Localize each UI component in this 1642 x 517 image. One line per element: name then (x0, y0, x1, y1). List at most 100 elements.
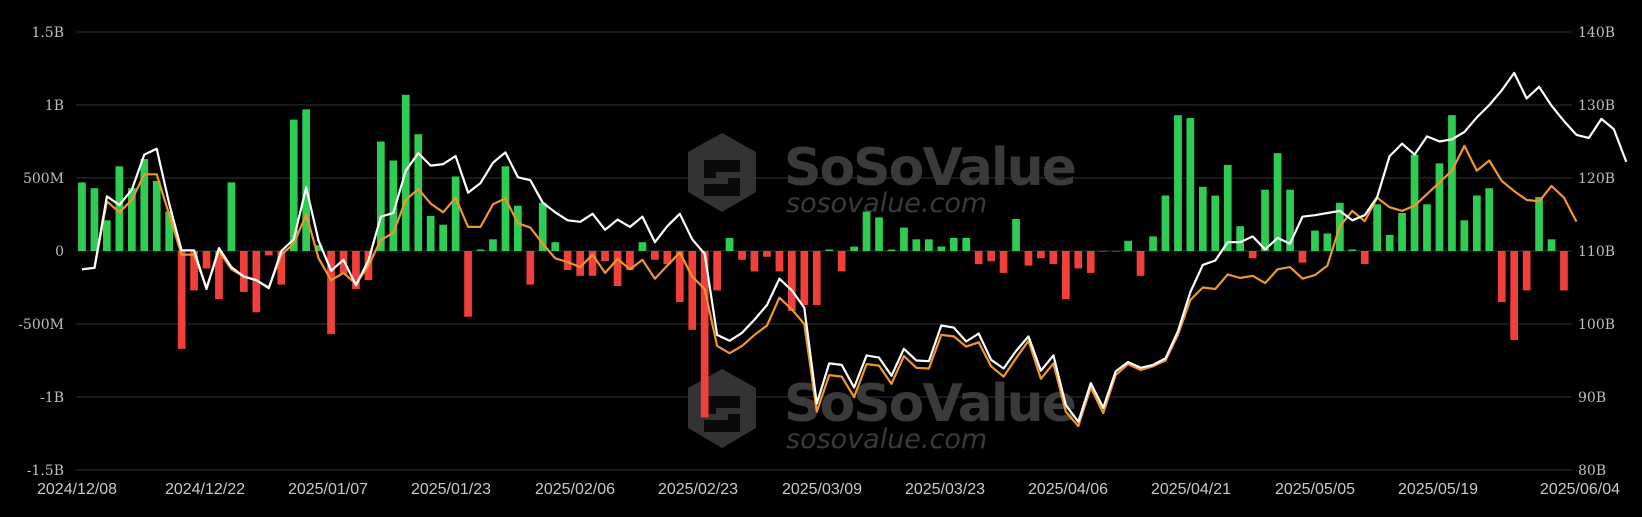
outflow-bar (1248, 251, 1257, 259)
inflow-bar (1236, 226, 1244, 251)
outflow-bar (663, 251, 672, 265)
outflow-bar (177, 251, 186, 349)
outflow-bar (750, 251, 759, 272)
x-tick: 2025/02/06 (535, 481, 615, 498)
inflow-bar (887, 249, 896, 251)
inflow-bar (1186, 118, 1195, 251)
inflow-bar (1012, 218, 1020, 251)
inflow-bar (115, 166, 124, 251)
outflow-bar (1086, 251, 1095, 273)
inflow-bar (489, 239, 497, 251)
inflow-bar (152, 180, 161, 251)
inflow-bar (1124, 240, 1132, 251)
inflow-bar (1398, 213, 1406, 251)
outflow-bar (1510, 251, 1518, 341)
inflow-bar (875, 217, 883, 251)
inflow-bar (426, 216, 435, 251)
outflow-bar (1560, 251, 1568, 291)
outflow-bar (576, 251, 584, 276)
outflow-bar (999, 251, 1008, 273)
inflow-bar (501, 166, 510, 251)
inflow-bar (289, 119, 298, 251)
inflow-bar (1199, 186, 1207, 251)
inflow-bar (825, 249, 834, 251)
outflow-bar (1522, 251, 1531, 291)
inflow-bar (1149, 236, 1157, 251)
watermarks: SoSoValue sosovalue.com SoSoValue sosova… (688, 133, 1077, 455)
outflow-bar (1049, 251, 1058, 265)
outflow-bar (252, 251, 261, 313)
inflow-bar (1535, 197, 1543, 251)
inflow-bar (1423, 204, 1431, 251)
inflow-bar (1348, 249, 1357, 251)
right-tick: 80B (1578, 463, 1606, 479)
outflow-bar (1074, 251, 1083, 269)
watermark-logo-inner-icon (704, 160, 740, 196)
orange-line-series (81, 144, 1578, 428)
left-axis: 1.5B 1B 500M 0 -500M -1B -1.5B (18, 25, 64, 479)
inflow-bar (389, 160, 398, 251)
outflow-bar (327, 251, 335, 335)
right-tick: 100B (1578, 317, 1615, 333)
x-tick: 2025/04/06 (1028, 481, 1108, 498)
inflow-bar (900, 227, 908, 251)
inflow-bar (1473, 195, 1481, 251)
inflow-bar (937, 246, 946, 251)
inflow-bar (1373, 204, 1381, 251)
outflow-bar (974, 251, 983, 265)
watermark-domain: sosovalue.com (786, 424, 987, 455)
right-tick: 90B (1578, 390, 1606, 406)
outflow-bar (277, 251, 286, 285)
inflow-bar (514, 205, 522, 251)
inflow-bar (165, 211, 173, 251)
inflow-bar (1385, 234, 1394, 251)
left-tick: 1B (45, 98, 64, 114)
inflow-bar (1448, 115, 1456, 251)
outflow-bar (588, 251, 597, 276)
outflow-bar (800, 251, 809, 305)
inflow-bar (1547, 239, 1556, 251)
outflow-bar (240, 251, 248, 292)
x-axis: 2024/12/08 2024/12/22 2025/01/07 2025/01… (37, 481, 1620, 498)
outflow-bar (464, 251, 472, 317)
outflow-bar (563, 251, 572, 270)
outflow-bar (215, 251, 223, 300)
right-axis: 140B 130B 120B 110B 100B 90B 80B (1578, 25, 1615, 479)
x-tick: 2024/12/22 (165, 481, 245, 498)
x-tick: 2025/05/19 (1398, 481, 1478, 498)
outflow-bar (788, 251, 796, 311)
outflow-bar (264, 251, 273, 256)
watermark-logo-icon (688, 369, 756, 448)
inflow-bar (314, 245, 323, 251)
inflow-bar (476, 249, 485, 251)
inflow-bar (1161, 195, 1170, 251)
left-tick: -1.5B (27, 463, 64, 479)
inflow-bar (949, 237, 958, 251)
inflow-bar (638, 242, 647, 251)
x-tick: 2025/01/23 (411, 481, 491, 498)
inflow-bar (538, 202, 547, 251)
inflow-bar (1223, 164, 1232, 251)
x-tick: 2025/02/23 (658, 481, 738, 498)
x-tick: 2024/12/08 (37, 481, 117, 498)
watermark-brand: SoSoValue (784, 374, 1075, 434)
outflow-bar (1497, 251, 1506, 303)
inflow-bar (1273, 153, 1282, 251)
inflow-bar (1311, 230, 1319, 251)
inflow-bar (1410, 154, 1419, 251)
outflow-bar (202, 251, 211, 269)
inflow-bar (962, 237, 971, 251)
outflow-bar (738, 251, 746, 260)
inflow-bar (850, 246, 858, 251)
inflow-bar (1174, 115, 1182, 251)
watermark-logo-inner-icon (704, 396, 740, 432)
inflow-bar (439, 224, 447, 251)
left-tick: 0 (55, 244, 64, 260)
inflow-bar (227, 182, 236, 251)
x-tick: 2025/05/05 (1275, 481, 1355, 498)
grid-lines (76, 31, 1572, 471)
outflow-bar (700, 251, 709, 418)
left-tick: -1B (40, 390, 64, 406)
outflow-bar (675, 251, 684, 303)
inflow-bar (725, 237, 734, 251)
